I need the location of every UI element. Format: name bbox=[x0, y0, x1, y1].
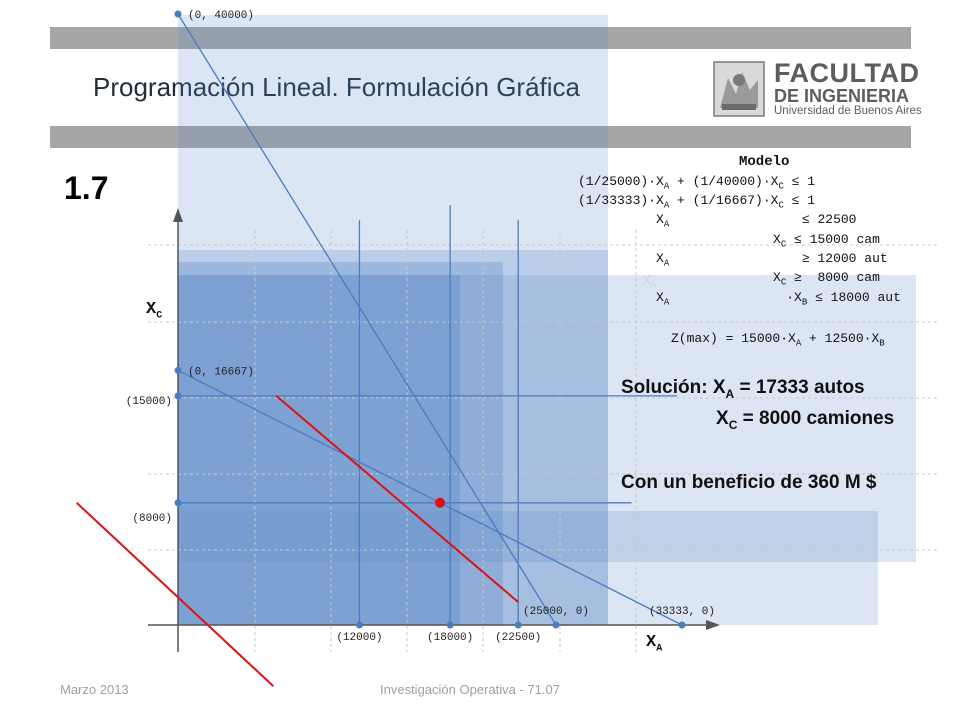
x-tick-marker-12000 bbox=[355, 621, 363, 629]
faculty-logo: FACULTAD DE INGENIERIA Universidad de Bu… bbox=[712, 58, 922, 124]
overlay-panel-tall bbox=[178, 15, 608, 625]
model-constraint-4: XC ≤ 15000 cam bbox=[578, 232, 880, 250]
y-tick-marker-15000 bbox=[174, 392, 182, 400]
objective-line-2 bbox=[76, 502, 274, 687]
x-tick-marker-18000 bbox=[446, 621, 454, 629]
overlay-panel-mid bbox=[178, 250, 608, 625]
logo-line3: Universidad de Buenos Aires bbox=[774, 105, 922, 117]
model-constraint-3: XA ≤ 22500 bbox=[578, 212, 857, 230]
solution-line-3: Con un beneficio de 360 M $ bbox=[621, 472, 877, 493]
overlay-panel-right bbox=[178, 275, 916, 562]
footer-date: Marzo 2013 bbox=[60, 682, 129, 697]
logo-line2: DE INGENIERIA bbox=[774, 86, 910, 106]
model-heading: Modelo bbox=[739, 154, 790, 170]
x-tick-marker-22500 bbox=[514, 621, 522, 629]
header-band-bottom bbox=[50, 126, 911, 148]
constraint-line-2 bbox=[177, 369, 683, 626]
y-tick-marker-8000 bbox=[174, 499, 182, 507]
vertex-label-p-25000-0: (25000, 0) bbox=[523, 606, 589, 618]
model-objective: Z(max) = 15000·XA + 12500·XB bbox=[671, 331, 885, 349]
solution-line-2: XC = 8000 camiones bbox=[716, 408, 895, 432]
overlay-panel-wide bbox=[178, 511, 878, 625]
constraint-line-1 bbox=[177, 13, 557, 626]
university-seal-icon bbox=[713, 61, 765, 117]
model-constraint-1: (1/25000)·XA + (1/40000)·XC ≤ 1 bbox=[578, 174, 816, 192]
x-tick-label-22500: (22500) bbox=[495, 632, 541, 644]
grid-lines bbox=[148, 230, 940, 652]
footer-course: Investigación Operativa - 71.07 bbox=[380, 682, 560, 697]
vertex-label-p-0-16667: (0, 16667) bbox=[188, 366, 254, 378]
page-title: Programación Lineal. Formulación Gráfica bbox=[93, 72, 580, 102]
vertex-marker-p-0-16667 bbox=[174, 366, 182, 374]
model-constraint-6: XC ≥ 8000 cam bbox=[578, 270, 880, 288]
y-axis-title: XC bbox=[146, 300, 163, 322]
vertex-marker-p-25000-0 bbox=[552, 621, 560, 629]
y-tick-label-8000: (8000) bbox=[132, 513, 172, 525]
model-constraint-5: XA ≥ 12000 aut bbox=[578, 251, 888, 269]
solution-line-1: Solución: XA = 17333 autos bbox=[621, 377, 865, 401]
model-ghost-label: XA bbox=[643, 273, 657, 291]
header-band-top bbox=[50, 27, 911, 49]
slide-number: 1.7 bbox=[64, 170, 109, 206]
vertex-label-p-0-40000: (0, 40000) bbox=[188, 10, 254, 22]
vertex-marker-p-33333-0 bbox=[678, 621, 686, 629]
y-tick-label-15000: (15000) bbox=[126, 396, 172, 408]
model-constraint-7: XA ·XB ≤ 18000 aut bbox=[578, 290, 901, 308]
vertex-label-p-33333-0: (33333, 0) bbox=[649, 606, 715, 618]
x-axis-title: XA bbox=[646, 633, 663, 655]
x-tick-label-18000: (18000) bbox=[427, 632, 473, 644]
overlay-panel-core bbox=[178, 275, 460, 625]
y-axis-arrow-icon bbox=[173, 208, 183, 222]
x-tick-label-12000: (12000) bbox=[336, 632, 382, 644]
logo-line1: FACULTAD bbox=[774, 58, 920, 88]
vertex-marker-p-0-40000 bbox=[174, 10, 182, 18]
optimum-point bbox=[435, 497, 446, 508]
x-axis-arrow-icon bbox=[706, 620, 720, 630]
model-constraint-2: (1/33333)·XA + (1/16667)·XC ≤ 1 bbox=[578, 193, 816, 211]
objective-line-1 bbox=[275, 395, 519, 603]
